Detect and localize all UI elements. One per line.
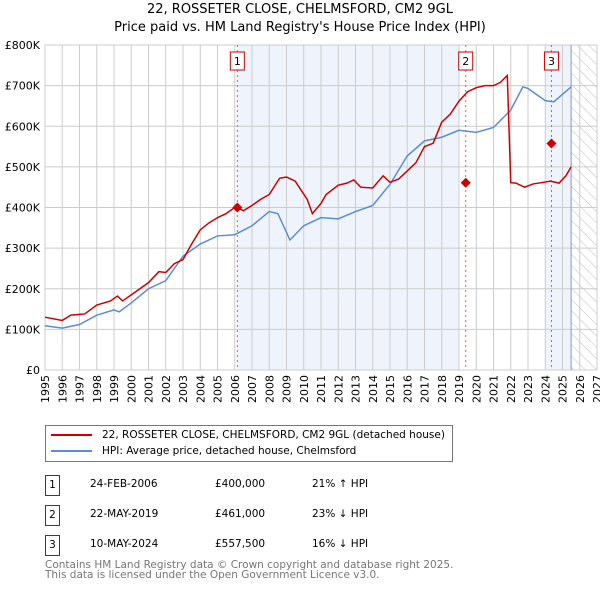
x-tick-label: 2002 [160,375,173,403]
sale-marker-label: 2 [462,55,469,68]
sale-marker-box [458,51,474,71]
x-tick-label: 2011 [315,375,328,403]
sale-date: 22-MAY-2019 [90,508,159,520]
x-tick-label: 2021 [488,375,501,403]
sale-hpi-diff: 21% ↑ HPI [312,478,369,490]
x-tick-label: 2003 [177,375,190,403]
chart-title: 22, ROSSETER CLOSE, CHELMSFORD, CM2 9GL [146,2,453,17]
x-tick-label: 1998 [91,375,104,403]
sale-number: 1 [45,475,60,496]
x-tick-label: 2024 [539,375,552,403]
legend-swatch-hpi [51,450,92,452]
y-tick-label: £600K [5,120,41,133]
y-tick-label: £500K [5,161,41,174]
x-tick-label: 2014 [367,375,380,403]
sale-price: £400,000 [215,478,266,490]
x-tick-label: 2013 [350,375,363,403]
x-tick-label: 2022 [505,375,518,403]
x-tick-label: 2012 [332,375,345,403]
x-tick-label: 2020 [470,375,483,403]
sale-price: £557,500 [215,538,266,550]
x-tick-label: 2008 [263,375,276,403]
x-tick-label: 2026 [574,375,587,403]
price-chart: 1995 1996 1997 1998 1999 2000 2001 2002 2003 2004… [5,39,600,403]
legend-swatch-property [51,434,92,436]
sale-date: 24-FEB-2006 [90,478,158,490]
y-tick-label: £800K [5,39,41,52]
footer: Contains HM Land Registry data © Crown c… [45,559,454,581]
sale-date: 10-MAY-2024 [90,538,159,550]
y-tick-label: £200K [5,283,41,296]
legend-item-property: 22, ROSSETER CLOSE, CHELMSFORD, CM2 9GL … [51,429,445,441]
sale-marker-label: 3 [548,55,555,68]
y-tick-label: £100K [5,323,41,336]
x-tick-label: 2025 [557,375,570,403]
legend-item-hpi: HPI: Average price, detached house, Chel… [51,445,356,457]
x-tick-label: 1997 [74,375,87,403]
sale-point [460,177,471,188]
footer-copyright: Contains HM Land Registry data © Crown c… [45,559,454,571]
x-tick-label: 2009 [281,375,294,403]
x-tick-label: 2018 [436,375,449,403]
legend-label-property: 22, ROSSETER CLOSE, CHELMSFORD, CM2 9GL … [102,429,445,441]
sale-number: 2 [45,505,60,526]
x-tick-label: 2019 [453,375,466,403]
sale-marker-label: 1 [234,55,241,68]
x-tick-label: 2006 [229,375,242,403]
sale-point [232,202,243,213]
footer-licence: This data is licensed under the Open Gov… [45,569,380,581]
sale-hpi-diff: 16% ↓ HPI [312,538,369,550]
x-tick-label: 2027 [591,375,600,403]
x-tick-label: 2004 [194,375,207,403]
sale-marker-box [543,51,559,71]
x-tick-label: 2007 [246,375,259,403]
x-tick-label: 2017 [419,375,432,403]
series-line-property [44,73,572,322]
sale-number: 3 [45,535,60,556]
x-tick-label: 2005 [212,375,225,403]
sale-marker-box [229,51,245,71]
sale-point [546,138,557,149]
x-tick-label: 2010 [298,375,311,403]
x-tick-label: 2015 [384,375,397,403]
series-line-hpi [44,85,572,329]
chart-subtitle: Price paid vs. HM Land Registry's House … [114,20,486,35]
x-tick-label: 1996 [56,375,69,403]
y-tick-label: £0 [26,364,40,377]
y-tick-label: £700K [5,80,41,93]
legend-label-hpi: HPI: Average price, detached house, Chel… [102,445,357,457]
sale-price: £461,000 [215,508,266,520]
x-tick-label: 2000 [125,375,138,403]
x-tick-label: 2016 [401,375,414,403]
x-tick-label: 1995 [39,375,52,403]
x-tick-label: 2023 [522,375,535,403]
y-tick-label: £400K [5,202,41,215]
x-tick-label: 1999 [108,375,121,403]
x-tick-label: 2001 [143,375,156,403]
y-tick-label: £300K [5,242,41,255]
sale-hpi-diff: 23% ↓ HPI [312,508,369,520]
legend: 22, ROSSETER CLOSE, CHELMSFORD, CM2 9GL … [45,425,453,462]
